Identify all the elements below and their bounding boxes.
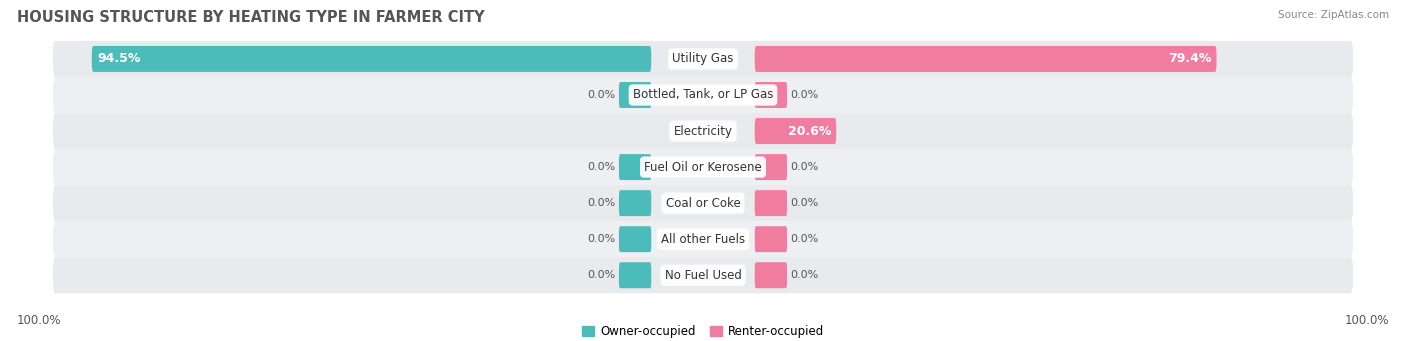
Text: Source: ZipAtlas.com: Source: ZipAtlas.com — [1278, 10, 1389, 20]
Text: HOUSING STRUCTURE BY HEATING TYPE IN FARMER CITY: HOUSING STRUCTURE BY HEATING TYPE IN FAR… — [17, 10, 485, 25]
Text: 5.5%: 5.5% — [672, 124, 707, 137]
Text: 0.0%: 0.0% — [790, 162, 818, 172]
FancyBboxPatch shape — [619, 226, 651, 252]
Text: 0.0%: 0.0% — [588, 234, 616, 244]
FancyBboxPatch shape — [53, 257, 1353, 293]
Text: 0.0%: 0.0% — [588, 270, 616, 280]
FancyBboxPatch shape — [53, 41, 1353, 77]
FancyBboxPatch shape — [619, 262, 651, 288]
Legend: Owner-occupied, Renter-occupied: Owner-occupied, Renter-occupied — [578, 321, 828, 341]
FancyBboxPatch shape — [619, 82, 651, 108]
Text: 0.0%: 0.0% — [790, 270, 818, 280]
FancyBboxPatch shape — [755, 154, 787, 180]
Text: 0.0%: 0.0% — [790, 234, 818, 244]
FancyBboxPatch shape — [53, 149, 1353, 185]
Text: No Fuel Used: No Fuel Used — [665, 269, 741, 282]
FancyBboxPatch shape — [53, 77, 1353, 113]
Text: 100.0%: 100.0% — [1344, 314, 1389, 327]
FancyBboxPatch shape — [755, 82, 787, 108]
Text: Electricity: Electricity — [673, 124, 733, 137]
FancyBboxPatch shape — [53, 113, 1353, 149]
Text: Utility Gas: Utility Gas — [672, 53, 734, 65]
FancyBboxPatch shape — [619, 154, 651, 180]
FancyBboxPatch shape — [91, 46, 651, 72]
Text: 0.0%: 0.0% — [790, 198, 818, 208]
FancyBboxPatch shape — [755, 190, 787, 216]
Text: 0.0%: 0.0% — [790, 90, 818, 100]
FancyBboxPatch shape — [53, 185, 1353, 221]
Text: All other Fuels: All other Fuels — [661, 233, 745, 246]
Text: 100.0%: 100.0% — [17, 314, 62, 327]
Text: 94.5%: 94.5% — [97, 53, 141, 65]
FancyBboxPatch shape — [755, 46, 1216, 72]
Text: Bottled, Tank, or LP Gas: Bottled, Tank, or LP Gas — [633, 89, 773, 102]
Text: Fuel Oil or Kerosene: Fuel Oil or Kerosene — [644, 161, 762, 174]
Text: 20.6%: 20.6% — [787, 124, 831, 137]
Text: 0.0%: 0.0% — [588, 162, 616, 172]
FancyBboxPatch shape — [755, 118, 837, 144]
Text: 0.0%: 0.0% — [588, 90, 616, 100]
FancyBboxPatch shape — [755, 226, 787, 252]
FancyBboxPatch shape — [53, 221, 1353, 257]
FancyBboxPatch shape — [619, 190, 651, 216]
Text: Coal or Coke: Coal or Coke — [665, 197, 741, 210]
Text: 79.4%: 79.4% — [1168, 53, 1212, 65]
Text: 0.0%: 0.0% — [588, 198, 616, 208]
FancyBboxPatch shape — [755, 262, 787, 288]
